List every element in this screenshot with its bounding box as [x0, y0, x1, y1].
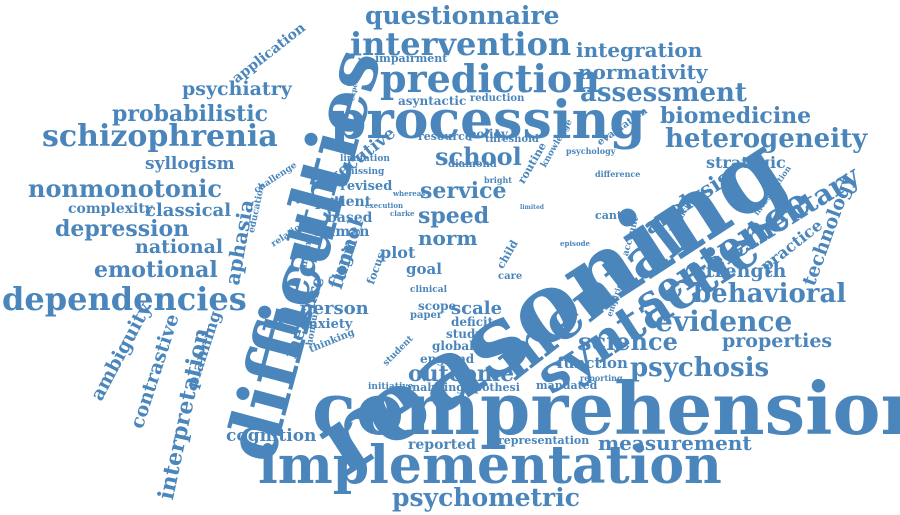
word: impairment — [375, 52, 448, 65]
word: education — [247, 182, 268, 234]
word: cognition — [226, 426, 317, 446]
word: behavioral — [693, 279, 847, 309]
word: outcome — [408, 361, 515, 387]
word: focus — [364, 250, 388, 287]
word: study — [446, 327, 483, 341]
word: norm — [418, 226, 478, 250]
word: strength — [695, 260, 787, 282]
word: episode — [560, 239, 590, 248]
word: scope — [418, 299, 457, 313]
word: resource — [418, 130, 472, 143]
word: asyntactic — [398, 94, 467, 108]
word: schizophrenia — [42, 119, 278, 154]
word: diamond — [448, 159, 497, 170]
word: global — [432, 339, 474, 353]
word: deficit — [451, 315, 494, 329]
word: psychiatry — [182, 78, 292, 100]
word: dependencies — [2, 280, 247, 318]
word: policy — [468, 127, 508, 141]
word: clinical — [410, 285, 448, 295]
word: england — [420, 352, 475, 366]
word: questionnaire — [365, 1, 560, 30]
word: revised — [340, 179, 393, 194]
word: nonmonotonic — [28, 174, 223, 203]
word: heterogeneity — [665, 124, 868, 154]
word: emotional — [94, 257, 218, 283]
word: psychosis — [630, 353, 770, 383]
word: probabilistic — [112, 101, 269, 127]
word: care — [498, 271, 523, 282]
word: prediction — [380, 56, 600, 101]
word: hypothesi — [460, 381, 520, 394]
word: threshold — [485, 134, 539, 145]
word: reduction — [470, 93, 525, 104]
word: scale — [451, 298, 503, 319]
word: measurement — [598, 431, 752, 455]
word: initiative — [368, 382, 414, 392]
word: anxiety — [300, 317, 353, 332]
word: assessment — [580, 78, 747, 108]
word: paper — [410, 310, 443, 321]
word: integration — [576, 38, 703, 62]
word: human — [315, 224, 370, 240]
word: clarke — [390, 209, 415, 218]
word: missing — [345, 167, 385, 177]
word: psychometric — [392, 483, 580, 512]
word: difference — [595, 169, 641, 179]
word: syllogism — [145, 154, 235, 174]
word: depression — [55, 216, 190, 242]
word: based — [327, 210, 373, 226]
word: limited — [520, 204, 544, 211]
word: properties — [722, 330, 833, 352]
word: intervention — [350, 25, 572, 63]
word: classical — [145, 200, 232, 221]
word: plot — [380, 243, 416, 262]
word: complexity — [68, 201, 153, 217]
word: function — [557, 354, 628, 372]
word: processing — [330, 90, 646, 151]
word: bright — [484, 175, 512, 185]
word: psychology — [566, 146, 616, 156]
word: national — [135, 236, 224, 258]
word: science — [578, 327, 678, 356]
word: application — [229, 19, 309, 87]
word: strategic — [706, 153, 786, 172]
word: whereas — [393, 189, 426, 198]
word: school — [435, 142, 522, 171]
word: reported — [408, 437, 476, 453]
word: person — [300, 298, 369, 319]
word: limitation — [340, 154, 390, 164]
word: patient — [315, 194, 372, 210]
word: evidence — [655, 305, 793, 338]
word: normativity — [578, 60, 708, 84]
word: speed — [418, 203, 490, 229]
word: reporting — [580, 373, 623, 383]
word: analysing — [405, 381, 464, 394]
word: comprehension — [312, 366, 900, 451]
word: cantab — [595, 209, 637, 222]
word: execution — [365, 201, 404, 210]
word: service — [420, 178, 507, 204]
word: goal — [406, 260, 442, 278]
word: representation — [498, 434, 590, 447]
word: mandated — [536, 379, 598, 392]
word: implementation — [258, 435, 722, 496]
word: biomedicine — [660, 103, 812, 129]
